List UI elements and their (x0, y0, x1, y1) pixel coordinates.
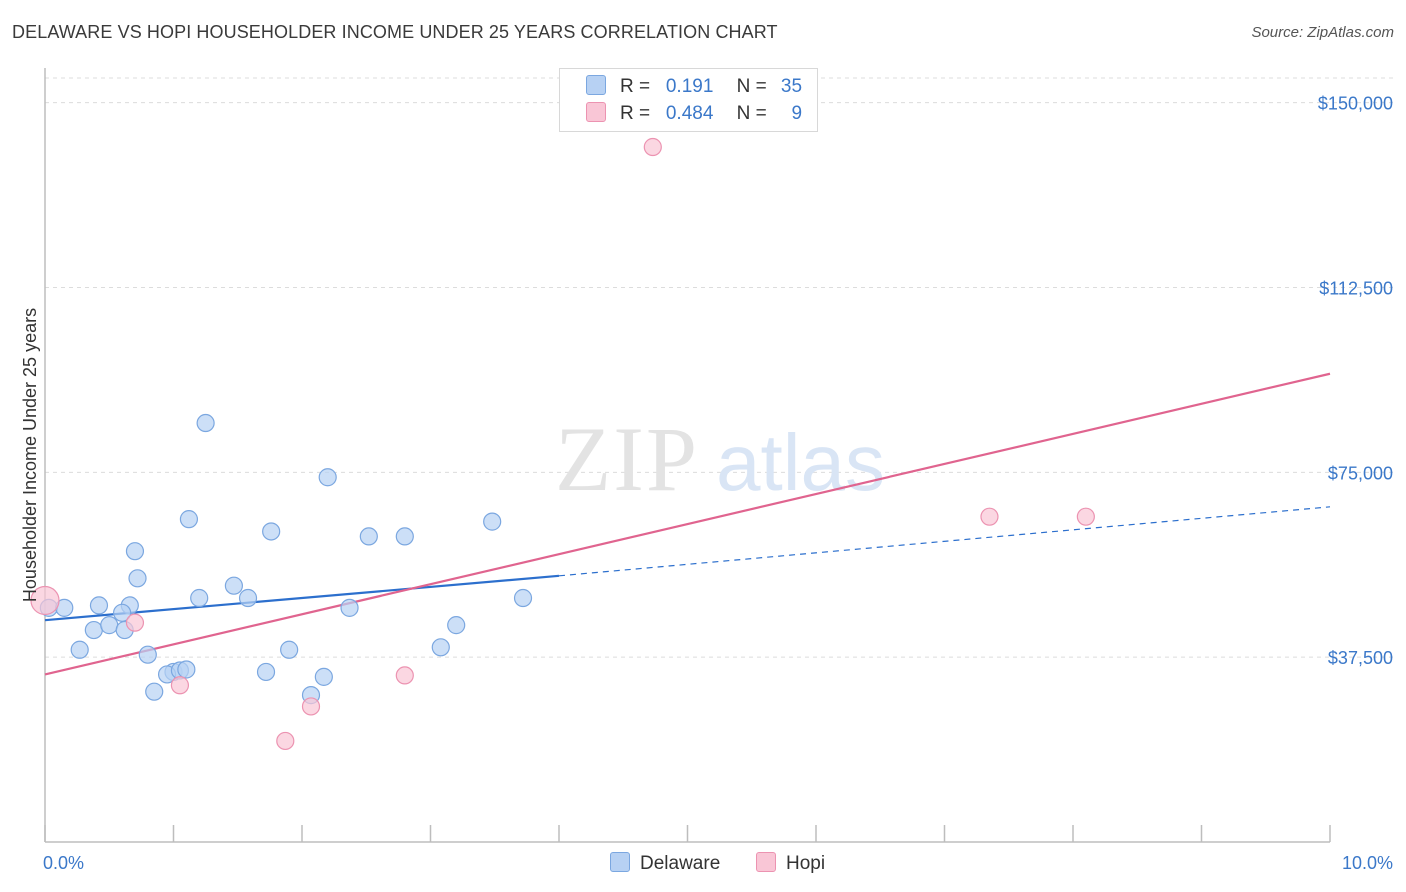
legend-label-hopi: Hopi (786, 853, 826, 874)
point-delaware (84, 620, 103, 640)
legend-n-label: N = (736, 76, 767, 97)
point-delaware (262, 522, 281, 541)
legend-row-delaware: R = 0.191 N = 35 (586, 75, 802, 99)
legend-n-value: 9 (791, 103, 803, 124)
point-delaware (340, 598, 359, 617)
y-tick-label: $150,000 (1318, 94, 1393, 114)
axes (44, 68, 1331, 843)
point-delaware (395, 527, 414, 546)
legend-r-label: R = (620, 76, 651, 97)
y-tick-label: $37,500 (1328, 648, 1393, 668)
legend-item-hopi: Hopi (756, 852, 825, 875)
point-delaware (70, 640, 89, 659)
data-points (30, 137, 1095, 751)
legend-swatch-delaware (586, 75, 606, 95)
point-hopi (1076, 507, 1095, 526)
point-delaware (447, 616, 466, 635)
legend-label-delaware: Delaware (640, 853, 721, 874)
y-tick-label: $112,500 (1319, 278, 1393, 298)
grid-lines (45, 77, 1395, 658)
point-hopi (30, 585, 60, 616)
x-tick-labels: 0.0% 10.0% (43, 853, 1393, 873)
point-hopi (395, 666, 414, 685)
point-delaware (196, 413, 215, 433)
point-hopi (301, 697, 321, 716)
point-delaware (179, 510, 199, 529)
legend-item-delaware: Delaware (610, 852, 720, 875)
point-delaware (112, 603, 132, 622)
point-delaware (138, 645, 157, 664)
legend-swatch-hopi (756, 852, 776, 872)
point-hopi (980, 507, 999, 526)
point-hopi (276, 731, 295, 751)
point-delaware (513, 588, 533, 608)
point-delaware (359, 527, 378, 546)
watermark-zip: ZIP (555, 408, 699, 510)
source-label: Source: ZipAtlas.com (1251, 24, 1394, 41)
point-delaware (238, 588, 258, 608)
trend-line-extension-delaware (558, 506, 1331, 577)
x-tick-label: 0.0% (43, 853, 84, 873)
point-delaware (145, 682, 164, 701)
legend-r-value: 0.484 (665, 103, 714, 124)
point-delaware (125, 542, 145, 561)
y-axis-label: Householder Income Under 25 years (20, 308, 40, 602)
trend-line-hopi (44, 372, 1331, 676)
point-delaware (190, 588, 209, 608)
legend-n-label: N = (736, 103, 767, 124)
point-delaware (89, 596, 109, 615)
point-delaware (280, 640, 299, 659)
point-delaware (256, 662, 276, 682)
point-hopi (643, 137, 662, 157)
legend-n-value: 35 (780, 76, 803, 97)
point-delaware (100, 616, 119, 635)
legend-r-label: R = (620, 103, 651, 124)
x-tick-label: 10.0% (1342, 853, 1393, 873)
legend-swatch-hopi (586, 102, 606, 122)
legend-r-value: 0.191 (665, 76, 714, 97)
point-hopi (170, 676, 190, 695)
point-delaware (177, 660, 196, 679)
point-delaware (224, 576, 243, 595)
point-delaware (483, 512, 502, 531)
stats-legend: R = 0.191 N = 35 R = 0.484 N = 9 (559, 68, 818, 132)
legend-row-hopi: R = 0.484 N = 9 (586, 102, 802, 126)
point-delaware (314, 667, 333, 686)
y-tick-label: $75,000 (1328, 463, 1393, 483)
point-delaware (128, 569, 147, 588)
point-delaware (431, 638, 450, 657)
point-hopi (125, 613, 145, 632)
point-delaware (318, 468, 337, 487)
y-tick-labels: $37,500 $75,000 $112,500 $150,000 (1318, 94, 1393, 669)
legend-swatch-delaware (610, 852, 630, 872)
chart-title: DELAWARE VS HOPI HOUSEHOLDER INCOME UNDE… (12, 22, 778, 42)
watermark-atlas: atlas (716, 418, 885, 507)
watermark: ZIP atlas (555, 408, 885, 510)
